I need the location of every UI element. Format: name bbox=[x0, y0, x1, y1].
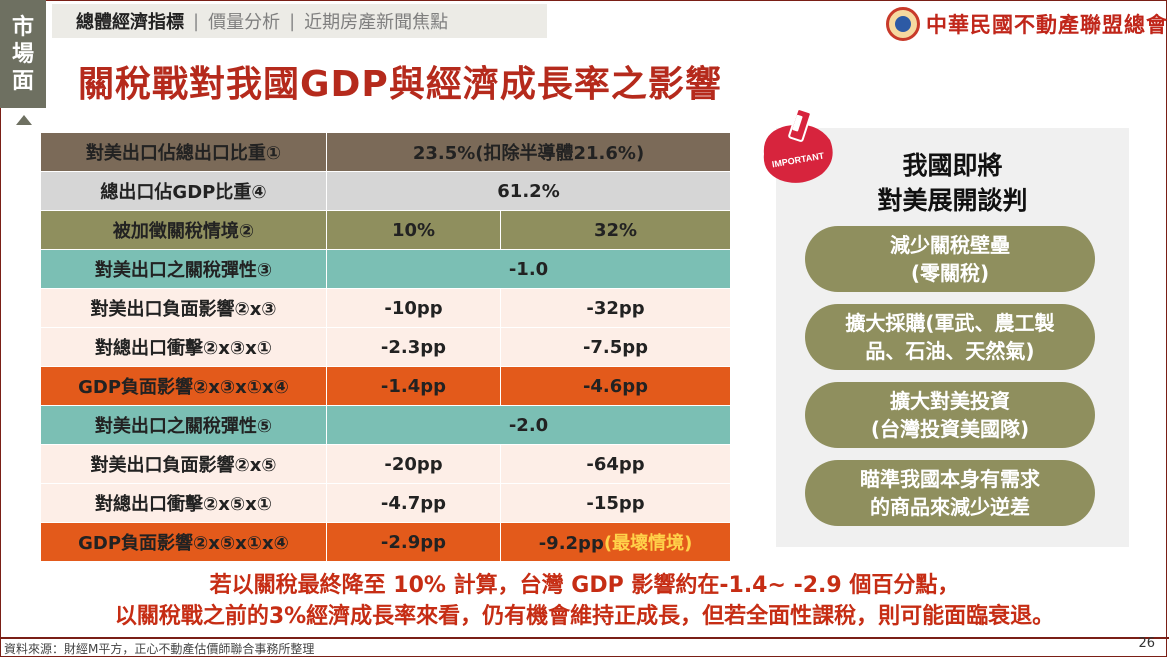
nav-separator: | bbox=[193, 10, 200, 32]
nav-separator: | bbox=[289, 10, 296, 32]
row-label: 被加徵關稅情境② bbox=[40, 210, 327, 250]
row-label: GDP負面影響②x⑤x①x④ bbox=[40, 522, 327, 562]
org-logo: 中華民國不動產聯盟總會 bbox=[886, 7, 1168, 41]
cell-value: -1.4pp bbox=[326, 366, 501, 406]
conclusion-line: 以關稅戰之前的3%經濟成長率來看，仍有機會維持正成長，但若全面性課稅，則可能面臨… bbox=[114, 604, 1055, 629]
row-label: 對總出口衝擊②x⑤x① bbox=[40, 483, 327, 523]
cell-value: -1.0 bbox=[325, 249, 732, 289]
conclusion-line: 若以關稅最終降至 10% 計算，台灣 GDP 影響約在-1.4~ -2.9 個百… bbox=[209, 573, 960, 598]
cell-value: -32pp bbox=[499, 288, 732, 328]
section-tab-char: 市 bbox=[11, 15, 34, 40]
org-name: 中華民國不動產聯盟總會 bbox=[926, 12, 1168, 37]
section-tab: 市 場 面 bbox=[0, 0, 46, 108]
row-label: 對美出口之關稅彈性⑤ bbox=[40, 405, 327, 445]
impact-table: 對美出口佔總出口比重① 23.5%(扣除半導體21.6%) 總出口佔GDP比重④… bbox=[40, 132, 732, 562]
row-label: 對美出口負面影響②x③ bbox=[40, 288, 327, 328]
cell-value: -2.0 bbox=[325, 405, 732, 445]
pill-line: 品、石油、天然氣) bbox=[865, 339, 1035, 363]
row-label: GDP負面影響②x③x①x④ bbox=[40, 366, 327, 406]
pill-line: 的商品來減少逆差 bbox=[870, 495, 1030, 519]
strategy-pill: 擴大對美投資 (台灣投資美國隊) bbox=[805, 382, 1095, 448]
pill-line: 擴大對美投資 bbox=[890, 389, 1010, 413]
page-title: 關稅戰對我國GDP與經濟成長率之影響 bbox=[78, 64, 722, 105]
table-row: 對美出口之關稅彈性⑤ -2.0 bbox=[40, 405, 732, 445]
table-row: 對美出口之關稅彈性③ -1.0 bbox=[40, 249, 732, 289]
breadcrumb-nav: 總體經濟指標 | 價量分析 | 近期房產新聞焦點 bbox=[52, 4, 547, 38]
cell-value: -9.2pp(最壞情境) bbox=[499, 522, 732, 562]
cell-value: -4.7pp bbox=[326, 483, 501, 523]
nav-item-price-volume[interactable]: 價量分析 bbox=[208, 12, 281, 33]
row-label: 總出口佔GDP比重④ bbox=[40, 171, 327, 211]
cell-value: 10% bbox=[326, 210, 501, 250]
cell-value: -10pp bbox=[326, 288, 501, 328]
panel-title-line: 對美展開談判 bbox=[877, 186, 1028, 215]
negotiation-panel: 我國即將 對美展開談判 減少關稅壁壘 (零關稅) 擴大採購(軍武、農工製 品、石… bbox=[776, 128, 1129, 547]
table-row: 對美出口負面影響②x⑤ -20pp -64pp bbox=[40, 444, 732, 484]
cell-value: -4.6pp bbox=[499, 366, 732, 406]
nav-item-news[interactable]: 近期房產新聞焦點 bbox=[304, 12, 449, 33]
section-tab-char: 場 bbox=[11, 42, 34, 67]
cell-value: 32% bbox=[499, 210, 732, 250]
footer-divider bbox=[0, 637, 1169, 639]
cell-value: -2.3pp bbox=[326, 327, 501, 367]
pill-line: (零關稅) bbox=[910, 261, 990, 285]
worst-case-note: (最壞情境) bbox=[603, 533, 693, 554]
cell-value: -64pp bbox=[499, 444, 732, 484]
row-label: 對美出口負面影響②x⑤ bbox=[40, 444, 327, 484]
table-row: 總出口佔GDP比重④ 61.2% bbox=[40, 171, 732, 211]
table-row: GDP負面影響②x⑤x①x④ -2.9pp -9.2pp(最壞情境) bbox=[40, 522, 732, 562]
panel-title: 我國即將 對美展開談判 bbox=[776, 148, 1129, 218]
table-row: 對總出口衝擊②x③x① -2.3pp -7.5pp bbox=[40, 327, 732, 367]
strategy-pill: 瞄準我國本身有需求 的商品來減少逆差 bbox=[805, 460, 1095, 526]
cell-value: -15pp bbox=[499, 483, 732, 523]
section-tab-char: 面 bbox=[11, 69, 34, 94]
table-row: 對總出口衝擊②x⑤x① -4.7pp -15pp bbox=[40, 483, 732, 523]
cell-value: 23.5%(扣除半導體21.6%) bbox=[325, 132, 732, 172]
pill-line: (台灣投資美國隊) bbox=[870, 417, 1030, 441]
pill-line: 瞄準我國本身有需求 bbox=[860, 467, 1040, 491]
row-label: 對總出口衝擊②x③x① bbox=[40, 327, 327, 367]
pill-line: 減少關稅壁壘 bbox=[890, 233, 1010, 257]
page-number: 26 bbox=[1138, 636, 1155, 651]
cell-value: 61.2% bbox=[325, 171, 732, 211]
cell-value-text: -9.2pp bbox=[538, 533, 604, 554]
pill-line: 擴大採購(軍武、農工製 bbox=[845, 311, 1055, 335]
table-row: 對美出口佔總出口比重① 23.5%(扣除半導體21.6%) bbox=[40, 132, 732, 172]
up-arrow-icon bbox=[16, 115, 32, 125]
table-row: 對美出口負面影響②x③ -10pp -32pp bbox=[40, 288, 732, 328]
strategy-pill: 擴大採購(軍武、農工製 品、石油、天然氣) bbox=[805, 304, 1095, 370]
emblem-icon bbox=[886, 7, 920, 41]
cell-value: -2.9pp bbox=[326, 522, 501, 562]
row-label: 對美出口佔總出口比重① bbox=[40, 132, 327, 172]
important-badge-icon: IMPORTANT bbox=[763, 110, 833, 183]
row-label: 對美出口之關稅彈性③ bbox=[40, 249, 327, 289]
table-row: 被加徵關稅情境② 10% 32% bbox=[40, 210, 732, 250]
strategy-pill: 減少關稅壁壘 (零關稅) bbox=[805, 226, 1095, 292]
cell-value: -20pp bbox=[326, 444, 501, 484]
nav-item-macro[interactable]: 總體經濟指標 bbox=[76, 12, 184, 33]
table-row: GDP負面影響②x③x①x④ -1.4pp -4.6pp bbox=[40, 366, 732, 406]
panel-title-line: 我國即將 bbox=[902, 151, 1003, 180]
source-note: 資料來源：財經M平方，正心不動產估價師聯合事務所整理 bbox=[4, 642, 315, 656]
cell-value: -7.5pp bbox=[499, 327, 732, 367]
